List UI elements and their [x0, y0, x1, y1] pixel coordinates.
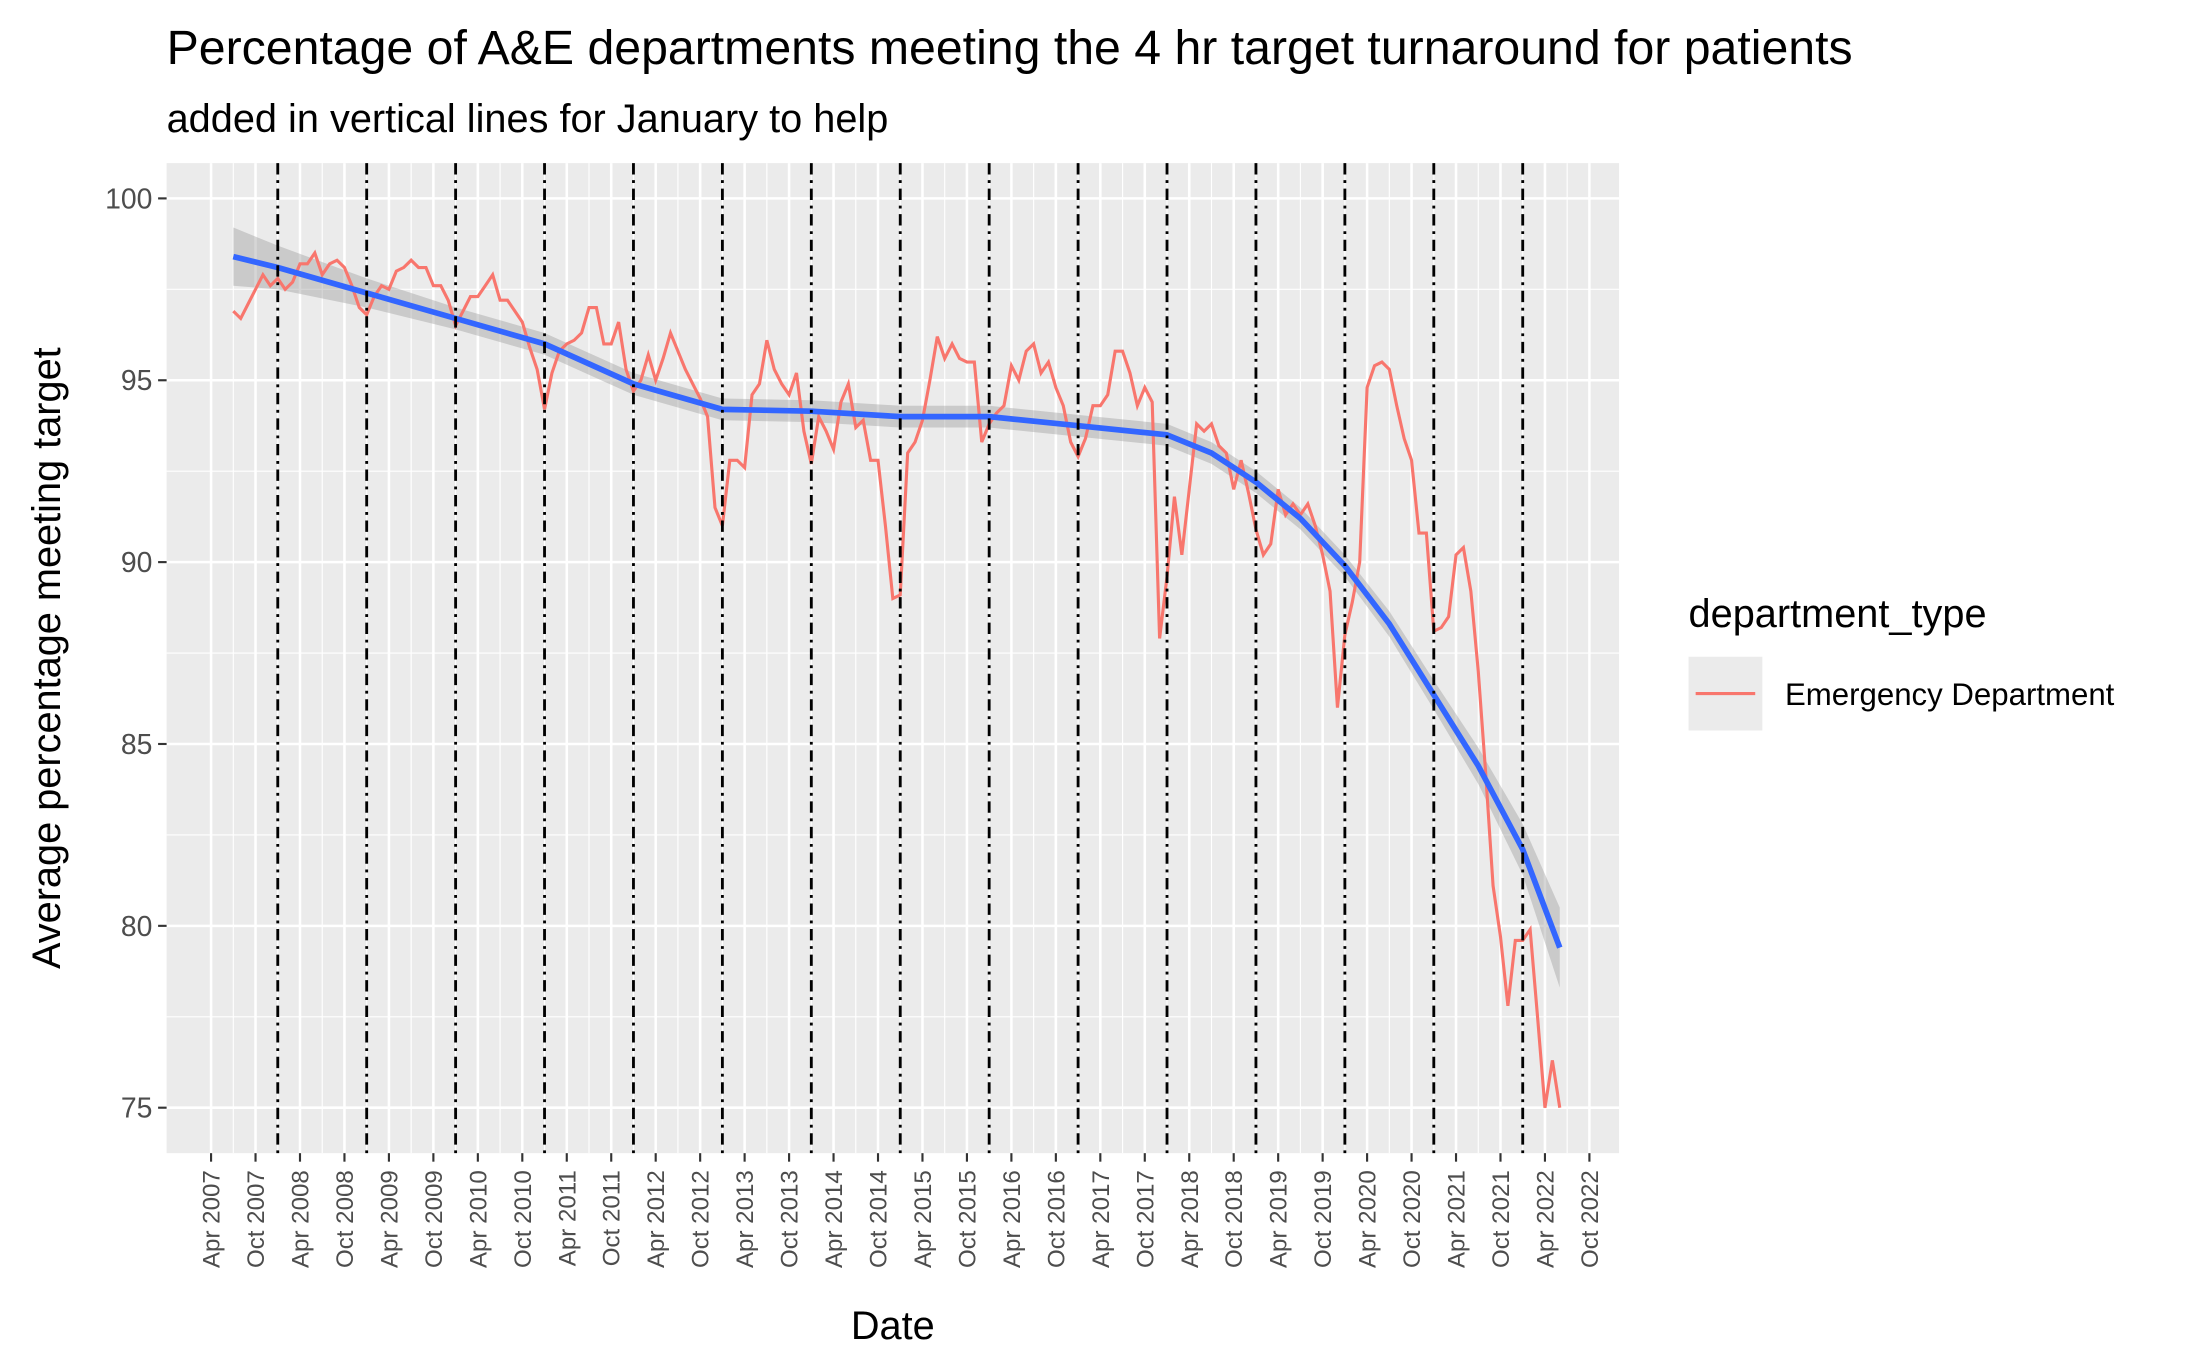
x-tick-label: Apr 2018	[1177, 1170, 1204, 1268]
x-tick-label: Apr 2022	[1532, 1170, 1559, 1268]
x-tick-label: Oct 2019	[1310, 1170, 1337, 1268]
x-tick-label: Oct 2015	[954, 1170, 981, 1268]
x-tick-label: Apr 2016	[999, 1170, 1026, 1268]
y-tick-label: 100	[105, 183, 152, 215]
x-tick-label: Apr 2020	[1355, 1170, 1382, 1268]
x-tick-label: Apr 2011	[554, 1170, 581, 1266]
x-tick-label: Oct 2016	[1043, 1170, 1070, 1268]
x-tick-label: Oct 2022	[1577, 1170, 1604, 1268]
x-tick-label: Oct 2010	[510, 1170, 537, 1268]
x-tick-label: Oct 2017	[1132, 1170, 1159, 1268]
x-tick-label: Oct 2007	[243, 1170, 270, 1268]
x-tick-label: Apr 2021	[1444, 1170, 1471, 1268]
chart-subtitle: added in vertical lines for January to h…	[167, 97, 889, 141]
x-axis-title: Date	[851, 1304, 935, 1348]
y-tick-label: 90	[121, 547, 153, 579]
x-tick-label: Oct 2009	[421, 1170, 448, 1268]
legend-label: Emergency Department	[1785, 677, 2115, 712]
x-tick-label: Oct 2018	[1221, 1170, 1248, 1268]
x-tick-label: Apr 2019	[1266, 1170, 1293, 1268]
x-tick-label: Apr 2008	[288, 1170, 315, 1268]
x-tick-label: Apr 2015	[910, 1170, 937, 1268]
chart-title: Percentage of A&E departments meeting th…	[167, 21, 1853, 75]
y-tick-label: 85	[121, 729, 153, 761]
x-tick-label: Oct 2014	[866, 1170, 893, 1268]
confidence-ribbon	[233, 227, 1560, 988]
y-axis-title: Average percentage meeting target	[25, 347, 69, 969]
x-tick-label: Apr 2013	[732, 1170, 759, 1268]
y-tick-label: 75	[121, 1093, 153, 1125]
x-tick-label: Oct 2011	[599, 1170, 626, 1266]
x-tick-label: Oct 2021	[1488, 1170, 1515, 1268]
x-tick-label: Apr 2007	[199, 1170, 226, 1268]
x-tick-label: Oct 2020	[1399, 1170, 1426, 1268]
y-tick-label: 95	[121, 365, 153, 397]
y-tick-label: 80	[121, 911, 153, 943]
plot-background	[166, 163, 1620, 1154]
x-tick-label: Apr 2009	[376, 1170, 403, 1268]
x-tick-label: Oct 2012	[688, 1170, 715, 1268]
x-tick-label: Oct 2013	[777, 1170, 804, 1268]
x-tick-label: Apr 2017	[1088, 1170, 1115, 1268]
x-tick-label: Apr 2014	[821, 1170, 848, 1268]
x-tick-label: Apr 2010	[465, 1170, 492, 1268]
x-tick-label: Apr 2012	[643, 1170, 670, 1268]
legend-title: department_type	[1689, 592, 1987, 636]
x-tick-label: Oct 2008	[332, 1170, 359, 1268]
